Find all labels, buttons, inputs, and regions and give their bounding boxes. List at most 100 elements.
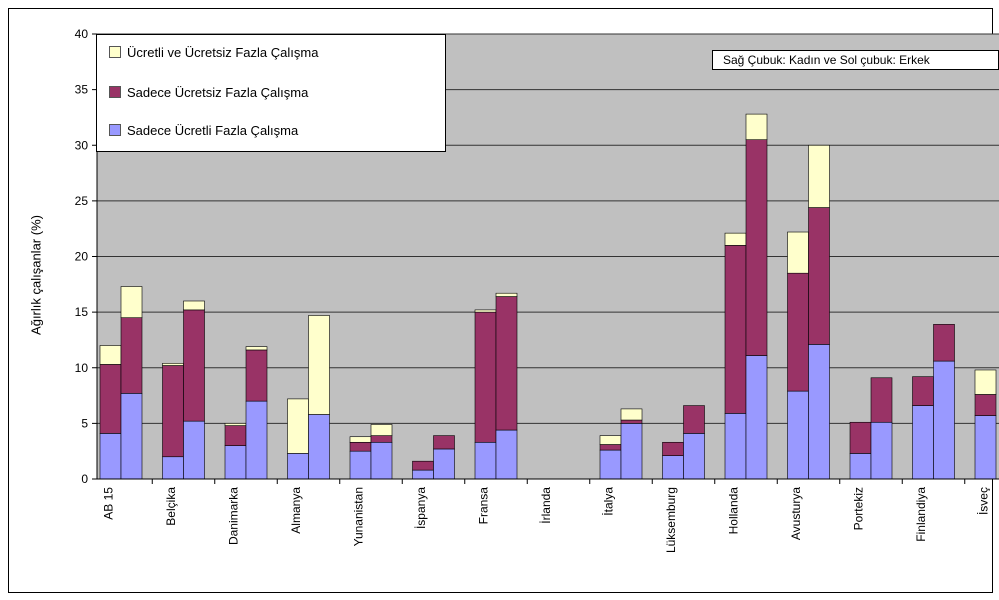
bar-segment	[849, 453, 872, 480]
bar-segment	[245, 349, 268, 402]
bar-segment	[474, 309, 497, 313]
bar-segment	[808, 344, 830, 480]
legend-item-both: Ücretli ve Ücretsiz Fazla Çalışma	[109, 43, 318, 61]
bar-segment	[433, 448, 455, 480]
bar-segment	[662, 455, 684, 480]
bar-segment	[349, 450, 372, 480]
legend-swatch-unpaid	[109, 86, 121, 98]
bar-segment	[162, 362, 184, 366]
bar-segment	[870, 421, 893, 480]
x-tick-label: Fransa	[477, 487, 491, 525]
bar-segment	[933, 360, 955, 480]
y-tick-label: 25	[75, 194, 89, 208]
bar-segment	[683, 433, 705, 480]
x-tick-label: Hollanda	[727, 487, 741, 535]
bar-segment	[224, 423, 247, 426]
bar-segment	[287, 453, 309, 480]
bar-segment	[224, 445, 247, 480]
bar-segment	[724, 413, 747, 480]
bar-segment	[745, 113, 768, 140]
x-tick-label: Danimarka	[227, 487, 241, 545]
bar-segment	[724, 232, 747, 246]
x-tick-label: Finlandiya	[914, 487, 928, 542]
y-tick-label: 40	[75, 27, 89, 41]
x-tick-label: Belçika	[164, 487, 178, 526]
y-tick-label: 10	[75, 361, 89, 375]
bar-segment	[745, 355, 768, 480]
bar-segment	[433, 435, 455, 450]
bar-segment	[495, 292, 518, 297]
y-tick-label: 20	[75, 250, 89, 264]
legend-label-both: Ücretli ve Ücretsiz Fazla Çalışma	[127, 44, 319, 60]
bar-segment	[974, 369, 997, 395]
legend-swatch-paid	[109, 124, 121, 136]
bar-segment	[287, 398, 309, 454]
bar-segment	[183, 420, 205, 480]
y-tick-label: 15	[75, 305, 89, 319]
bar-segment	[620, 423, 643, 480]
bar-segment	[974, 394, 997, 416]
legend-swatch-both	[109, 46, 121, 58]
bar-segment	[370, 435, 393, 443]
bar-segment	[724, 245, 747, 414]
y-axis-label: Ağırlık çalışanlar (%)	[28, 215, 44, 335]
legend-label-unpaid: Sadece Ücretsiz Fazla Çalışma	[127, 84, 309, 100]
bar-segment	[974, 415, 997, 480]
bar-segment	[99, 433, 122, 480]
bar-segment	[120, 286, 143, 318]
bar-segment	[308, 315, 330, 415]
bar-segment	[808, 207, 830, 345]
x-tick-label: Portekiz	[852, 487, 866, 530]
bar-segment	[599, 449, 622, 480]
bar-segment	[912, 376, 934, 406]
legend-item-unpaid: Sadece Ücretsiz Fazla Çalışma	[109, 83, 308, 101]
bar-segment	[162, 456, 184, 480]
bar-segment	[662, 441, 684, 456]
bar-segment	[495, 429, 518, 480]
bar-segment	[495, 296, 518, 431]
y-tick-label: 0	[81, 472, 88, 486]
bar-segment	[599, 435, 622, 445]
x-tick-label: Lüksemburg	[664, 487, 678, 553]
x-tick-label: Avusturya	[789, 487, 803, 540]
bar-segment	[162, 365, 184, 458]
bar-segment	[349, 441, 372, 452]
x-tick-label: İrlanda	[539, 487, 553, 524]
bar-segment	[474, 311, 497, 443]
bar-segment	[912, 405, 934, 480]
bar-segment	[620, 419, 643, 424]
bar-segment	[849, 421, 872, 454]
legend-item-paid: Sadece Ücretli Fazla Çalışma	[109, 121, 298, 139]
chart-note: Sağ Çubuk: Kadın ve Sol çubuk: Erkek	[712, 50, 999, 70]
bar-segment	[745, 139, 768, 356]
bar-segment	[870, 377, 893, 423]
bar-segment	[620, 408, 643, 421]
x-tick-label: Almanya	[289, 487, 303, 534]
bar-segment	[308, 414, 330, 480]
bar-segment	[370, 441, 393, 480]
bar-segment	[787, 231, 809, 274]
bar-segment	[412, 469, 434, 480]
bar-segment	[370, 424, 393, 436]
bar-segment	[474, 441, 497, 480]
bar-segment	[412, 460, 434, 471]
y-tick-label: 30	[75, 138, 89, 152]
bar-segment	[599, 444, 622, 451]
bar-segment	[349, 436, 372, 443]
bar-segment	[99, 364, 122, 434]
x-tick-label: İspanya	[414, 487, 428, 529]
bar-segment	[245, 346, 268, 351]
x-tick-label: İsveç	[977, 487, 991, 515]
x-tick-label: AB 15	[102, 487, 116, 520]
y-tick-label: 5	[81, 416, 88, 430]
bar-segment	[183, 309, 205, 422]
chart-note-text: Sağ Çubuk: Kadın ve Sol çubuk: Erkek	[723, 53, 930, 67]
bar-segment	[224, 425, 247, 446]
bar-segment	[787, 390, 809, 480]
bar-segment	[787, 272, 809, 392]
x-tick-label: İtalya	[602, 487, 616, 516]
bar-segment	[808, 144, 830, 208]
bar-segment	[933, 324, 955, 362]
legend: Ücretli ve Ücretsiz Fazla Çalışma Sadece…	[96, 34, 446, 152]
bar-segment	[120, 317, 143, 394]
